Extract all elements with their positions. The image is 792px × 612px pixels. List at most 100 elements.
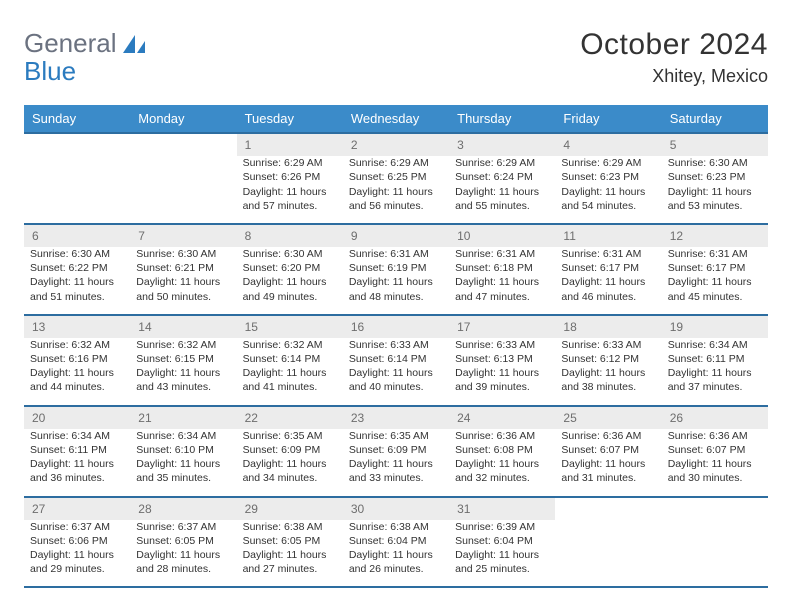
sunrise-line: Sunrise: 6:37 AM <box>136 520 230 534</box>
sunrise-line: Sunrise: 6:32 AM <box>136 338 230 352</box>
data-row: Sunrise: 6:29 AMSunset: 6:26 PMDaylight:… <box>24 156 768 224</box>
sunset-line: Sunset: 6:25 PM <box>349 170 443 184</box>
day-data-cell: Sunrise: 6:38 AMSunset: 6:04 PMDaylight:… <box>343 520 449 588</box>
daylight-line: Daylight: 11 hours and 40 minutes. <box>349 366 443 394</box>
day-number-cell: 24 <box>449 406 555 429</box>
weekday-header: Tuesday <box>237 105 343 133</box>
day-number-cell: 15 <box>237 315 343 338</box>
sunset-line: Sunset: 6:04 PM <box>455 534 549 548</box>
logo-text-1: General <box>24 28 117 59</box>
data-row: Sunrise: 6:37 AMSunset: 6:06 PMDaylight:… <box>24 520 768 588</box>
day-data-cell: Sunrise: 6:29 AMSunset: 6:23 PMDaylight:… <box>555 156 661 224</box>
sunrise-line: Sunrise: 6:32 AM <box>243 338 337 352</box>
sunset-line: Sunset: 6:07 PM <box>668 443 762 457</box>
month-title: October 2024 <box>580 28 768 62</box>
day-data-cell: Sunrise: 6:34 AMSunset: 6:10 PMDaylight:… <box>130 429 236 497</box>
day-number-cell <box>662 497 768 520</box>
sunset-line: Sunset: 6:26 PM <box>243 170 337 184</box>
daylight-line: Daylight: 11 hours and 55 minutes. <box>455 185 549 213</box>
day-data-cell: Sunrise: 6:34 AMSunset: 6:11 PMDaylight:… <box>662 338 768 406</box>
sunrise-line: Sunrise: 6:32 AM <box>30 338 124 352</box>
day-number-cell: 12 <box>662 224 768 247</box>
sunset-line: Sunset: 6:22 PM <box>30 261 124 275</box>
daylight-line: Daylight: 11 hours and 31 minutes. <box>561 457 655 485</box>
daylight-line: Daylight: 11 hours and 54 minutes. <box>561 185 655 213</box>
sunset-line: Sunset: 6:23 PM <box>561 170 655 184</box>
day-data-cell: Sunrise: 6:34 AMSunset: 6:11 PMDaylight:… <box>24 429 130 497</box>
sunrise-line: Sunrise: 6:36 AM <box>455 429 549 443</box>
day-number-cell: 3 <box>449 133 555 156</box>
logo-text-2: Blue <box>24 56 76 87</box>
day-data-cell: Sunrise: 6:30 AMSunset: 6:22 PMDaylight:… <box>24 247 130 315</box>
daylight-line: Daylight: 11 hours and 57 minutes. <box>243 185 337 213</box>
daynum-row: 6789101112 <box>24 224 768 247</box>
day-number-cell: 28 <box>130 497 236 520</box>
weekday-header: Monday <box>130 105 236 133</box>
daylight-line: Daylight: 11 hours and 51 minutes. <box>30 275 124 303</box>
sunset-line: Sunset: 6:09 PM <box>243 443 337 457</box>
daylight-line: Daylight: 11 hours and 44 minutes. <box>30 366 124 394</box>
sunset-line: Sunset: 6:18 PM <box>455 261 549 275</box>
calendar-body: 12345Sunrise: 6:29 AMSunset: 6:26 PMDayl… <box>24 133 768 587</box>
sunrise-line: Sunrise: 6:39 AM <box>455 520 549 534</box>
data-row: Sunrise: 6:32 AMSunset: 6:16 PMDaylight:… <box>24 338 768 406</box>
day-number-cell: 6 <box>24 224 130 247</box>
logo-line2: Blue <box>24 56 76 87</box>
sunset-line: Sunset: 6:12 PM <box>561 352 655 366</box>
daynum-row: 20212223242526 <box>24 406 768 429</box>
day-data-cell: Sunrise: 6:35 AMSunset: 6:09 PMDaylight:… <box>237 429 343 497</box>
daylight-line: Daylight: 11 hours and 37 minutes. <box>668 366 762 394</box>
day-number-cell: 23 <box>343 406 449 429</box>
day-number-cell: 10 <box>449 224 555 247</box>
day-number-cell: 22 <box>237 406 343 429</box>
location: Xhitey, Mexico <box>580 66 768 87</box>
daylight-line: Daylight: 11 hours and 45 minutes. <box>668 275 762 303</box>
day-data-cell: Sunrise: 6:29 AMSunset: 6:24 PMDaylight:… <box>449 156 555 224</box>
day-number-cell <box>24 133 130 156</box>
day-number-cell: 2 <box>343 133 449 156</box>
sunrise-line: Sunrise: 6:31 AM <box>668 247 762 261</box>
day-data-cell: Sunrise: 6:37 AMSunset: 6:06 PMDaylight:… <box>24 520 130 588</box>
day-data-cell <box>662 520 768 588</box>
sunrise-line: Sunrise: 6:33 AM <box>349 338 443 352</box>
logo: General <box>24 28 149 59</box>
daylight-line: Daylight: 11 hours and 53 minutes. <box>668 185 762 213</box>
sunset-line: Sunset: 6:17 PM <box>561 261 655 275</box>
day-data-cell: Sunrise: 6:30 AMSunset: 6:21 PMDaylight:… <box>130 247 236 315</box>
day-number-cell: 25 <box>555 406 661 429</box>
day-number-cell: 11 <box>555 224 661 247</box>
data-row: Sunrise: 6:30 AMSunset: 6:22 PMDaylight:… <box>24 247 768 315</box>
sunrise-line: Sunrise: 6:34 AM <box>30 429 124 443</box>
day-number-cell: 7 <box>130 224 236 247</box>
sunrise-line: Sunrise: 6:31 AM <box>561 247 655 261</box>
sunrise-line: Sunrise: 6:34 AM <box>668 338 762 352</box>
sunset-line: Sunset: 6:20 PM <box>243 261 337 275</box>
day-data-cell <box>555 520 661 588</box>
day-number-cell: 21 <box>130 406 236 429</box>
daylight-line: Daylight: 11 hours and 29 minutes. <box>30 548 124 576</box>
day-number-cell: 17 <box>449 315 555 338</box>
daylight-line: Daylight: 11 hours and 28 minutes. <box>136 548 230 576</box>
sunset-line: Sunset: 6:11 PM <box>30 443 124 457</box>
daylight-line: Daylight: 11 hours and 32 minutes. <box>455 457 549 485</box>
daylight-line: Daylight: 11 hours and 26 minutes. <box>349 548 443 576</box>
day-data-cell: Sunrise: 6:37 AMSunset: 6:05 PMDaylight:… <box>130 520 236 588</box>
day-number-cell: 4 <box>555 133 661 156</box>
day-data-cell: Sunrise: 6:33 AMSunset: 6:14 PMDaylight:… <box>343 338 449 406</box>
daynum-row: 12345 <box>24 133 768 156</box>
sunrise-line: Sunrise: 6:30 AM <box>668 156 762 170</box>
weekday-header: Thursday <box>449 105 555 133</box>
day-number-cell: 30 <box>343 497 449 520</box>
day-number-cell: 1 <box>237 133 343 156</box>
sunrise-line: Sunrise: 6:37 AM <box>30 520 124 534</box>
sunrise-line: Sunrise: 6:29 AM <box>455 156 549 170</box>
day-number-cell: 13 <box>24 315 130 338</box>
daylight-line: Daylight: 11 hours and 36 minutes. <box>30 457 124 485</box>
day-number-cell: 14 <box>130 315 236 338</box>
day-data-cell: Sunrise: 6:31 AMSunset: 6:19 PMDaylight:… <box>343 247 449 315</box>
day-number-cell: 31 <box>449 497 555 520</box>
day-number-cell: 19 <box>662 315 768 338</box>
daylight-line: Daylight: 11 hours and 46 minutes. <box>561 275 655 303</box>
daylight-line: Daylight: 11 hours and 35 minutes. <box>136 457 230 485</box>
data-row: Sunrise: 6:34 AMSunset: 6:11 PMDaylight:… <box>24 429 768 497</box>
